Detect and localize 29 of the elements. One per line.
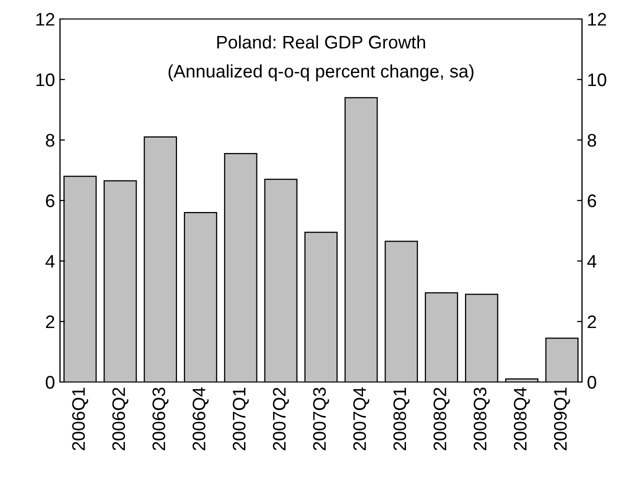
text: Poland: Real GDP Growth: [217, 35, 426, 49]
y-tick-label: 12: [36, 12, 54, 26]
y2-tick-label: 12: [588, 12, 606, 26]
x-tick-label: 2006Q4: [192, 387, 209, 450]
x-tick-label: 2009Q1: [554, 388, 570, 450]
x-tick-label: 2008Q4: [514, 387, 530, 450]
y-tick-label: 4: [46, 255, 55, 268]
y-tick-label: 2: [46, 315, 54, 328]
y2-tick-label: 6: [588, 194, 596, 208]
y-tick-label: 8: [46, 134, 54, 147]
x-tick-label: 2006Q1: [72, 388, 88, 450]
y2-tick-label: 8: [588, 134, 596, 147]
x-tick-label: 2008Q2: [434, 388, 450, 450]
x-tick-label: 2006Q3: [152, 388, 168, 450]
y2-tick-label: 10: [588, 73, 606, 86]
y2-tick-label: 0: [588, 376, 596, 389]
x-tick-label: 2008Q1: [393, 388, 410, 450]
text: (Annualized q-o-q percent change, sa): [168, 64, 474, 82]
x-tick-label: 2007Q2: [272, 388, 289, 450]
y-tick-label: 0: [46, 376, 54, 389]
y-tick-label: 6: [46, 194, 54, 208]
y2-tick-label: 4: [587, 255, 596, 268]
y2-tick-label: 2: [588, 315, 596, 328]
x-tick-label: 2007Q1: [232, 388, 249, 450]
y-tick-label: 10: [36, 73, 54, 86]
x-tick-label: 2006Q2: [112, 388, 128, 450]
x-tick-label: 2007Q4: [353, 387, 370, 450]
x-tick-label: 2007Q3: [313, 388, 330, 450]
x-tick-label: 2008Q3: [474, 388, 490, 450]
